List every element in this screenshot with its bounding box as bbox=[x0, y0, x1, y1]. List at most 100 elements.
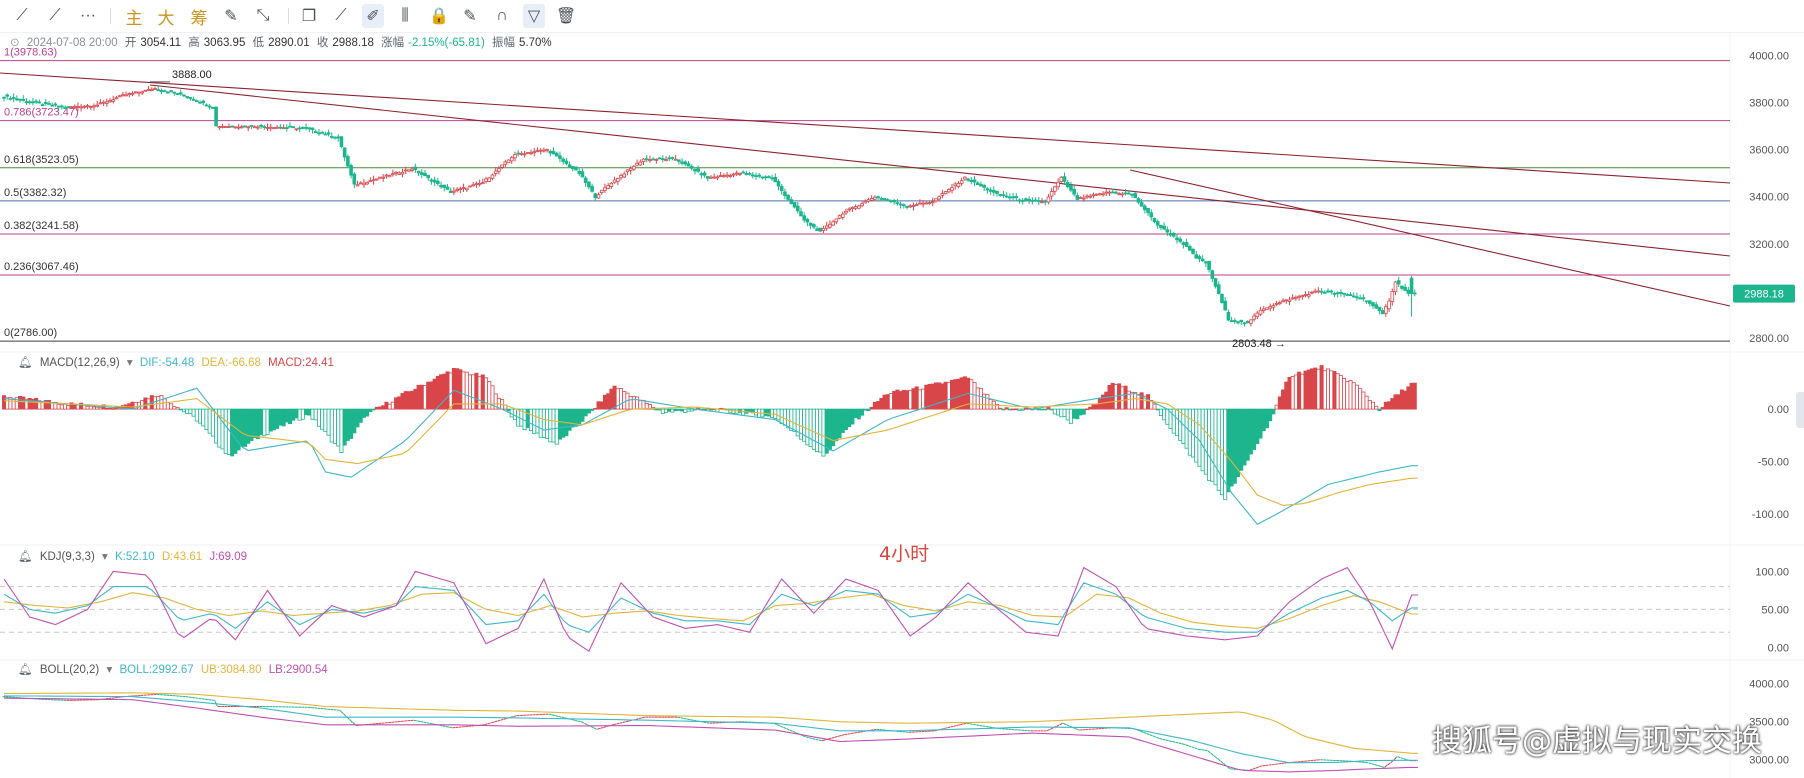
boll-ohlc-bar bbox=[1181, 743, 1185, 746]
draw-pencil-icon[interactable]: ✎ bbox=[224, 8, 238, 25]
bell-icon[interactable]: 🔔︎ bbox=[18, 551, 33, 563]
macd-bar bbox=[185, 408, 190, 414]
boll-ohlc-bar bbox=[812, 737, 816, 740]
candle-body bbox=[1014, 196, 1019, 199]
candle-body bbox=[558, 155, 562, 159]
candle-body bbox=[847, 208, 851, 211]
boll-ohlc-bar bbox=[1162, 738, 1166, 741]
close-label: 收 bbox=[316, 37, 329, 49]
macd-bar bbox=[1383, 401, 1388, 410]
candle-body bbox=[1387, 300, 1391, 310]
tool-chip[interactable]: 筹 bbox=[190, 8, 208, 29]
candle-body bbox=[914, 204, 919, 207]
candle-body bbox=[362, 182, 366, 186]
filter-icon[interactable]: ▽ bbox=[523, 4, 545, 28]
candle-body bbox=[371, 179, 376, 182]
tool-main[interactable]: 主 bbox=[125, 8, 143, 29]
macd-bar bbox=[143, 397, 148, 410]
lock-icon[interactable]: 🔒 bbox=[429, 8, 449, 25]
bell-icon[interactable]: 🔔︎ bbox=[18, 664, 33, 676]
macd-bar bbox=[892, 391, 897, 410]
measure-icon[interactable]: ⤡ bbox=[256, 7, 270, 24]
candle-body bbox=[924, 202, 929, 205]
candle-body bbox=[143, 89, 148, 92]
low-price-label: 2803.48 → bbox=[1232, 338, 1286, 350]
macd-bar bbox=[843, 408, 848, 431]
candle-body bbox=[37, 101, 42, 104]
candle-body bbox=[747, 172, 752, 175]
trash-icon[interactable]: 🗑 bbox=[555, 8, 577, 25]
dropdown-icon[interactable]: ▾ bbox=[101, 551, 108, 563]
candle-body bbox=[1294, 296, 1298, 299]
macd-bar bbox=[1081, 408, 1086, 415]
boll-axis-tick: 3500.00 bbox=[1749, 717, 1789, 729]
macd-bar bbox=[577, 408, 582, 425]
candle-body bbox=[214, 106, 218, 127]
candle-body bbox=[355, 184, 360, 187]
macd-bar bbox=[345, 408, 350, 441]
ray-line-icon[interactable]: ⟋ bbox=[49, 7, 61, 24]
boll-ohlc-bar bbox=[789, 729, 793, 732]
candle-body bbox=[1339, 292, 1343, 294]
dropdown-icon[interactable]: ▾ bbox=[126, 357, 133, 369]
ruler-icon[interactable]: ⟋ bbox=[335, 7, 347, 24]
tool-big[interactable]: 大 bbox=[157, 8, 175, 29]
candles-icon[interactable]: ⫼ bbox=[401, 7, 409, 24]
candle-body bbox=[776, 181, 781, 187]
bell-icon[interactable]: 🔔︎ bbox=[18, 357, 33, 369]
boll-ohlc-bar bbox=[484, 723, 488, 726]
candle-body bbox=[1274, 303, 1279, 305]
candle-body bbox=[937, 196, 941, 200]
candle-body bbox=[1403, 286, 1407, 291]
candle-body bbox=[497, 168, 501, 172]
macd-bar bbox=[175, 407, 180, 410]
chart-canvas[interactable]: 1(3978.63) 0.786(3723.47) 0.618(3523.05) 0.… bbox=[0, 33, 1804, 778]
candle-body bbox=[831, 221, 835, 226]
candle-body bbox=[429, 179, 434, 182]
macd-bar bbox=[1390, 398, 1395, 410]
boll-ohlc-bar bbox=[1149, 734, 1153, 737]
boll-ohlc-bar bbox=[577, 720, 581, 723]
macd-bar bbox=[172, 406, 177, 410]
candle-body bbox=[53, 103, 58, 106]
candle-body bbox=[1278, 302, 1282, 305]
boll-ohlc-bar bbox=[1384, 764, 1388, 768]
macd-bar bbox=[557, 408, 562, 440]
candle-body bbox=[667, 157, 672, 160]
candle-body bbox=[786, 194, 790, 200]
macd-bar bbox=[856, 408, 861, 420]
macd-bar bbox=[1207, 408, 1212, 481]
brush-icon[interactable]: ✐ bbox=[362, 4, 384, 28]
macd-bar bbox=[872, 401, 877, 410]
macd-bar bbox=[153, 396, 158, 410]
macd-bar bbox=[1255, 408, 1260, 444]
boll-ohlc-bar bbox=[693, 719, 697, 722]
dropdown-icon[interactable]: ▾ bbox=[106, 664, 113, 676]
macd-bar bbox=[111, 408, 116, 410]
collapse-icon[interactable]: ⊙ bbox=[10, 37, 20, 49]
edit-list-icon[interactable]: ✎ bbox=[463, 8, 477, 25]
side-panel-handle[interactable] bbox=[1796, 392, 1804, 428]
candle-body bbox=[88, 106, 93, 108]
macd-bar bbox=[95, 406, 100, 410]
macd-bar bbox=[1056, 408, 1061, 416]
macd-bar bbox=[1139, 392, 1144, 410]
candle-body bbox=[705, 176, 710, 179]
trend-line-icon[interactable]: ⟋ bbox=[16, 7, 28, 24]
macd-bar bbox=[1338, 375, 1343, 410]
macd-bar bbox=[1023, 408, 1028, 410]
candle-body bbox=[1384, 306, 1388, 314]
candle-body bbox=[972, 179, 977, 183]
macd-bar bbox=[1174, 408, 1179, 436]
magnet-icon[interactable]: ∩ bbox=[496, 7, 508, 24]
macd-bar bbox=[297, 408, 302, 421]
macd-bar bbox=[982, 393, 987, 410]
candle-body bbox=[201, 100, 206, 104]
candle-body bbox=[622, 173, 627, 178]
candle-body bbox=[1242, 322, 1247, 325]
macd-bar bbox=[680, 408, 685, 412]
more-icon[interactable]: ··· bbox=[80, 7, 96, 24]
candle-body bbox=[310, 127, 315, 130]
copy-icon[interactable]: ❐ bbox=[301, 8, 317, 25]
macd-bar bbox=[130, 401, 135, 410]
